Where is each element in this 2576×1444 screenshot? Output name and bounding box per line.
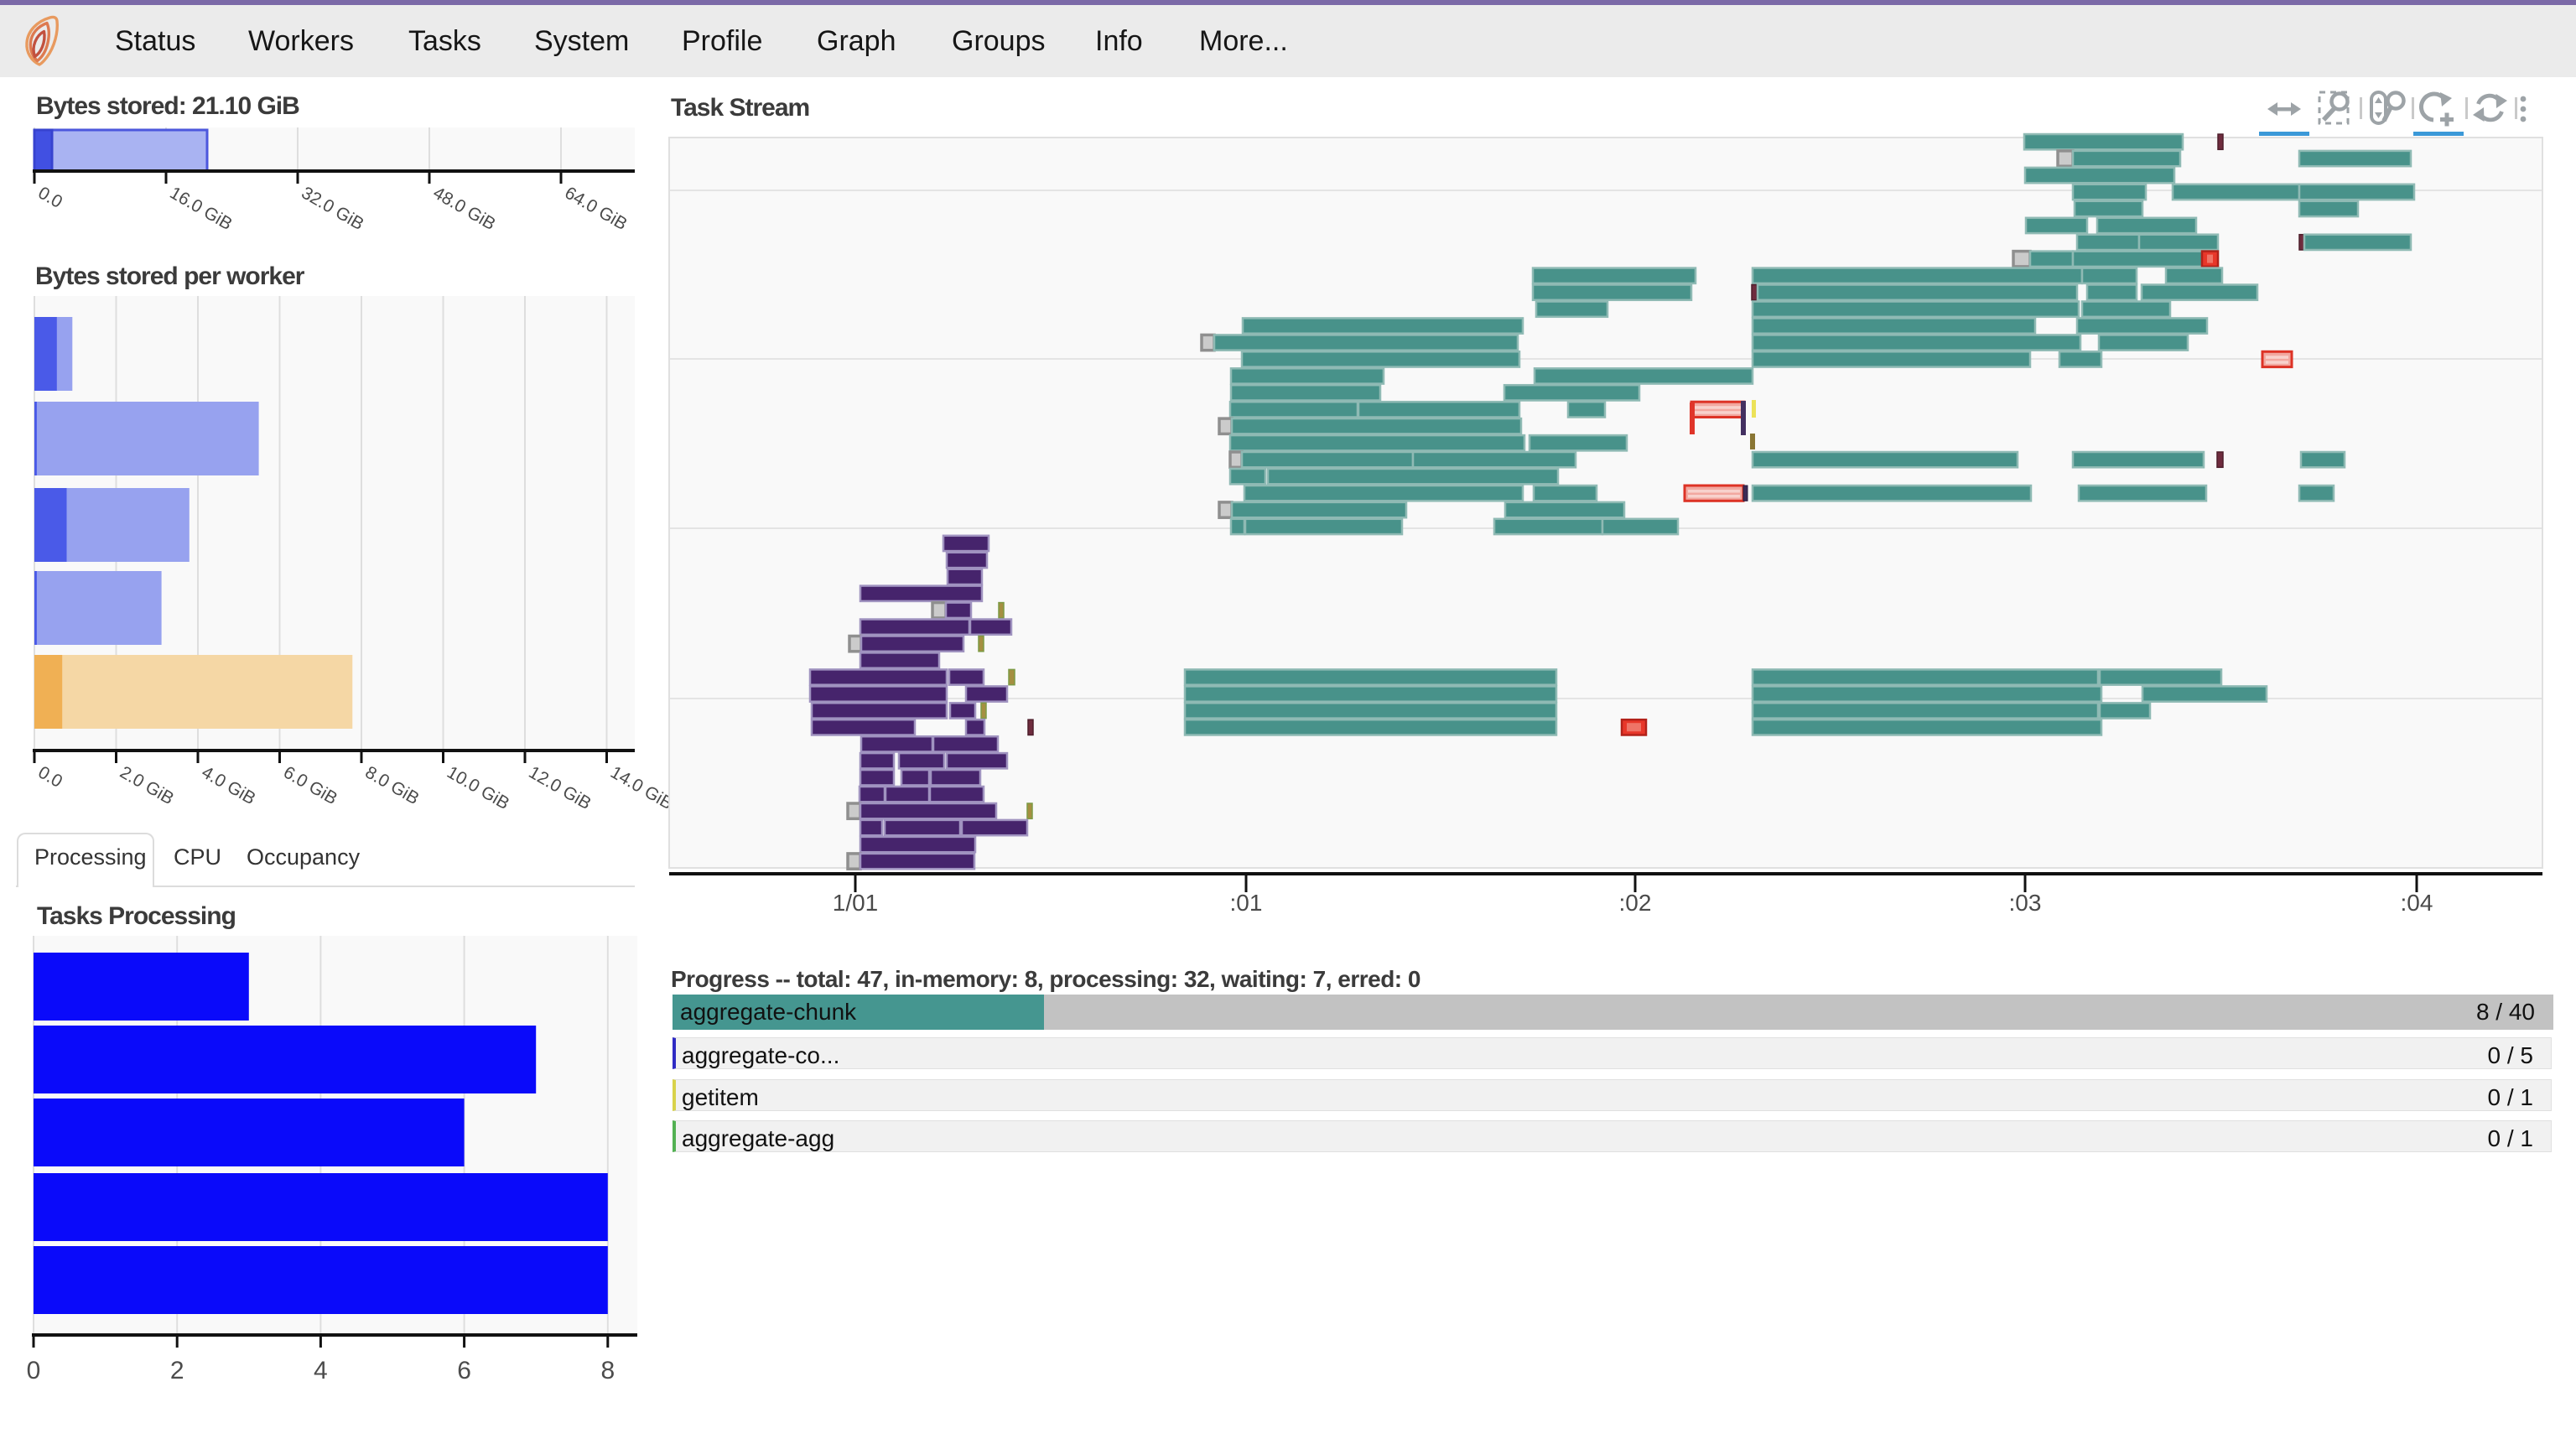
svg-text:4: 4 [314, 1357, 328, 1384]
svg-text:0: 0 [27, 1357, 41, 1384]
svg-text:1/01: 1/01 [833, 890, 879, 916]
svg-text:2.0 GiB: 2.0 GiB [117, 762, 177, 808]
svg-text::01: :01 [1230, 890, 1263, 916]
svg-text:0.0: 0.0 [35, 183, 66, 212]
svg-text:8.0 GiB: 8.0 GiB [362, 762, 423, 808]
svg-text:2: 2 [170, 1357, 184, 1384]
svg-text::04: :04 [2401, 890, 2433, 916]
svg-text:14.0 GiB: 14.0 GiB [607, 762, 676, 813]
svg-text:64.0 GiB: 64.0 GiB [562, 183, 631, 234]
svg-text:48.0 GiB: 48.0 GiB [430, 183, 499, 234]
svg-text:12.0 GiB: 12.0 GiB [526, 762, 595, 813]
svg-text:16.0 GiB: 16.0 GiB [167, 183, 236, 234]
svg-text:6.0 GiB: 6.0 GiB [280, 762, 340, 808]
svg-text:0.0: 0.0 [35, 762, 66, 792]
svg-text:4.0 GiB: 4.0 GiB [199, 762, 259, 808]
svg-text:10.0 GiB: 10.0 GiB [444, 762, 512, 813]
svg-text:32.0 GiB: 32.0 GiB [299, 183, 367, 234]
svg-text::03: :03 [2009, 890, 2042, 916]
svg-text::02: :02 [1619, 890, 1652, 916]
svg-text:8: 8 [600, 1357, 615, 1384]
svg-text:6: 6 [457, 1357, 471, 1384]
